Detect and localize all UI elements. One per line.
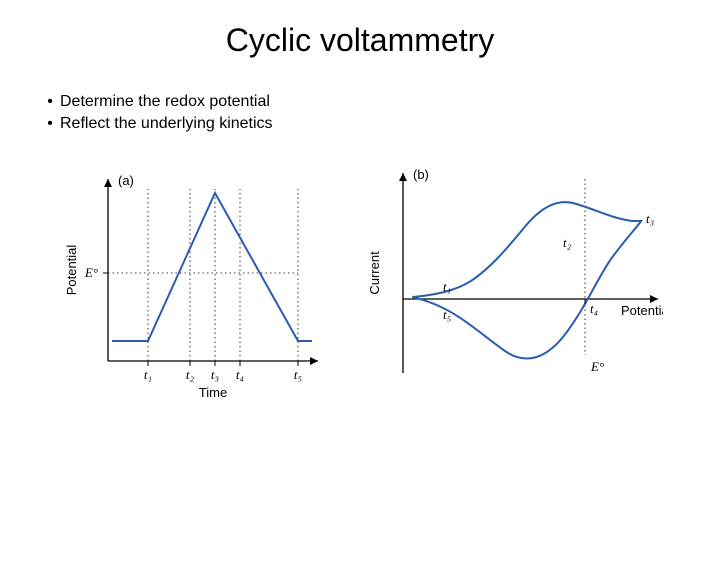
bullet-list: • Determine the redox potential • Reflec… bbox=[40, 93, 720, 133]
svg-text:t₅: t₅ bbox=[294, 367, 302, 382]
bullet-dot-icon: • bbox=[40, 93, 60, 111]
svg-text:t₁: t₁ bbox=[443, 279, 451, 294]
svg-text:(b): (b) bbox=[413, 167, 429, 182]
svg-text:E°: E° bbox=[84, 265, 98, 280]
svg-text:t₄: t₄ bbox=[236, 367, 245, 382]
svg-text:t₃: t₃ bbox=[646, 211, 654, 226]
page-title: Cyclic voltammetry bbox=[0, 22, 720, 59]
bullet-item: • Reflect the underlying kinetics bbox=[40, 115, 720, 133]
panel-a: t₁ t₂ t₃ t₄ t₅ E° Time Potential (a) bbox=[60, 151, 335, 401]
bullet-item: • Determine the redox potential bbox=[40, 93, 720, 111]
svg-text:t₁: t₁ bbox=[144, 367, 152, 382]
panel-b-svg: t₁ t₂ t₃ t₄ t₅ Potential Current E° (b) bbox=[363, 151, 663, 401]
bullet-text: Reflect the underlying kinetics bbox=[60, 115, 273, 133]
bullet-dot-icon: • bbox=[40, 115, 60, 133]
svg-text:t₅: t₅ bbox=[443, 307, 451, 322]
svg-text:Current: Current bbox=[367, 251, 382, 295]
svg-text:Potential: Potential bbox=[64, 245, 79, 296]
figure-row: t₁ t₂ t₃ t₄ t₅ E° Time Potential (a) t₁ t₂ t₃ t₄ t₅ P… bbox=[0, 151, 720, 401]
panel-b: t₁ t₂ t₃ t₄ t₅ Potential Current E° (b) bbox=[363, 151, 663, 401]
panel-a-svg: t₁ t₂ t₃ t₄ t₅ E° Time Potential (a) bbox=[60, 151, 335, 401]
svg-text:Potential: Potential bbox=[621, 303, 663, 318]
svg-text:t₃: t₃ bbox=[211, 367, 219, 382]
svg-text:t₂: t₂ bbox=[186, 367, 195, 382]
bullet-text: Determine the redox potential bbox=[60, 93, 270, 111]
svg-text:Time: Time bbox=[199, 385, 227, 400]
svg-text:t₂: t₂ bbox=[563, 235, 572, 250]
svg-text:(a): (a) bbox=[118, 173, 134, 188]
svg-text:t₄: t₄ bbox=[590, 301, 599, 316]
svg-text:E°: E° bbox=[590, 359, 604, 374]
